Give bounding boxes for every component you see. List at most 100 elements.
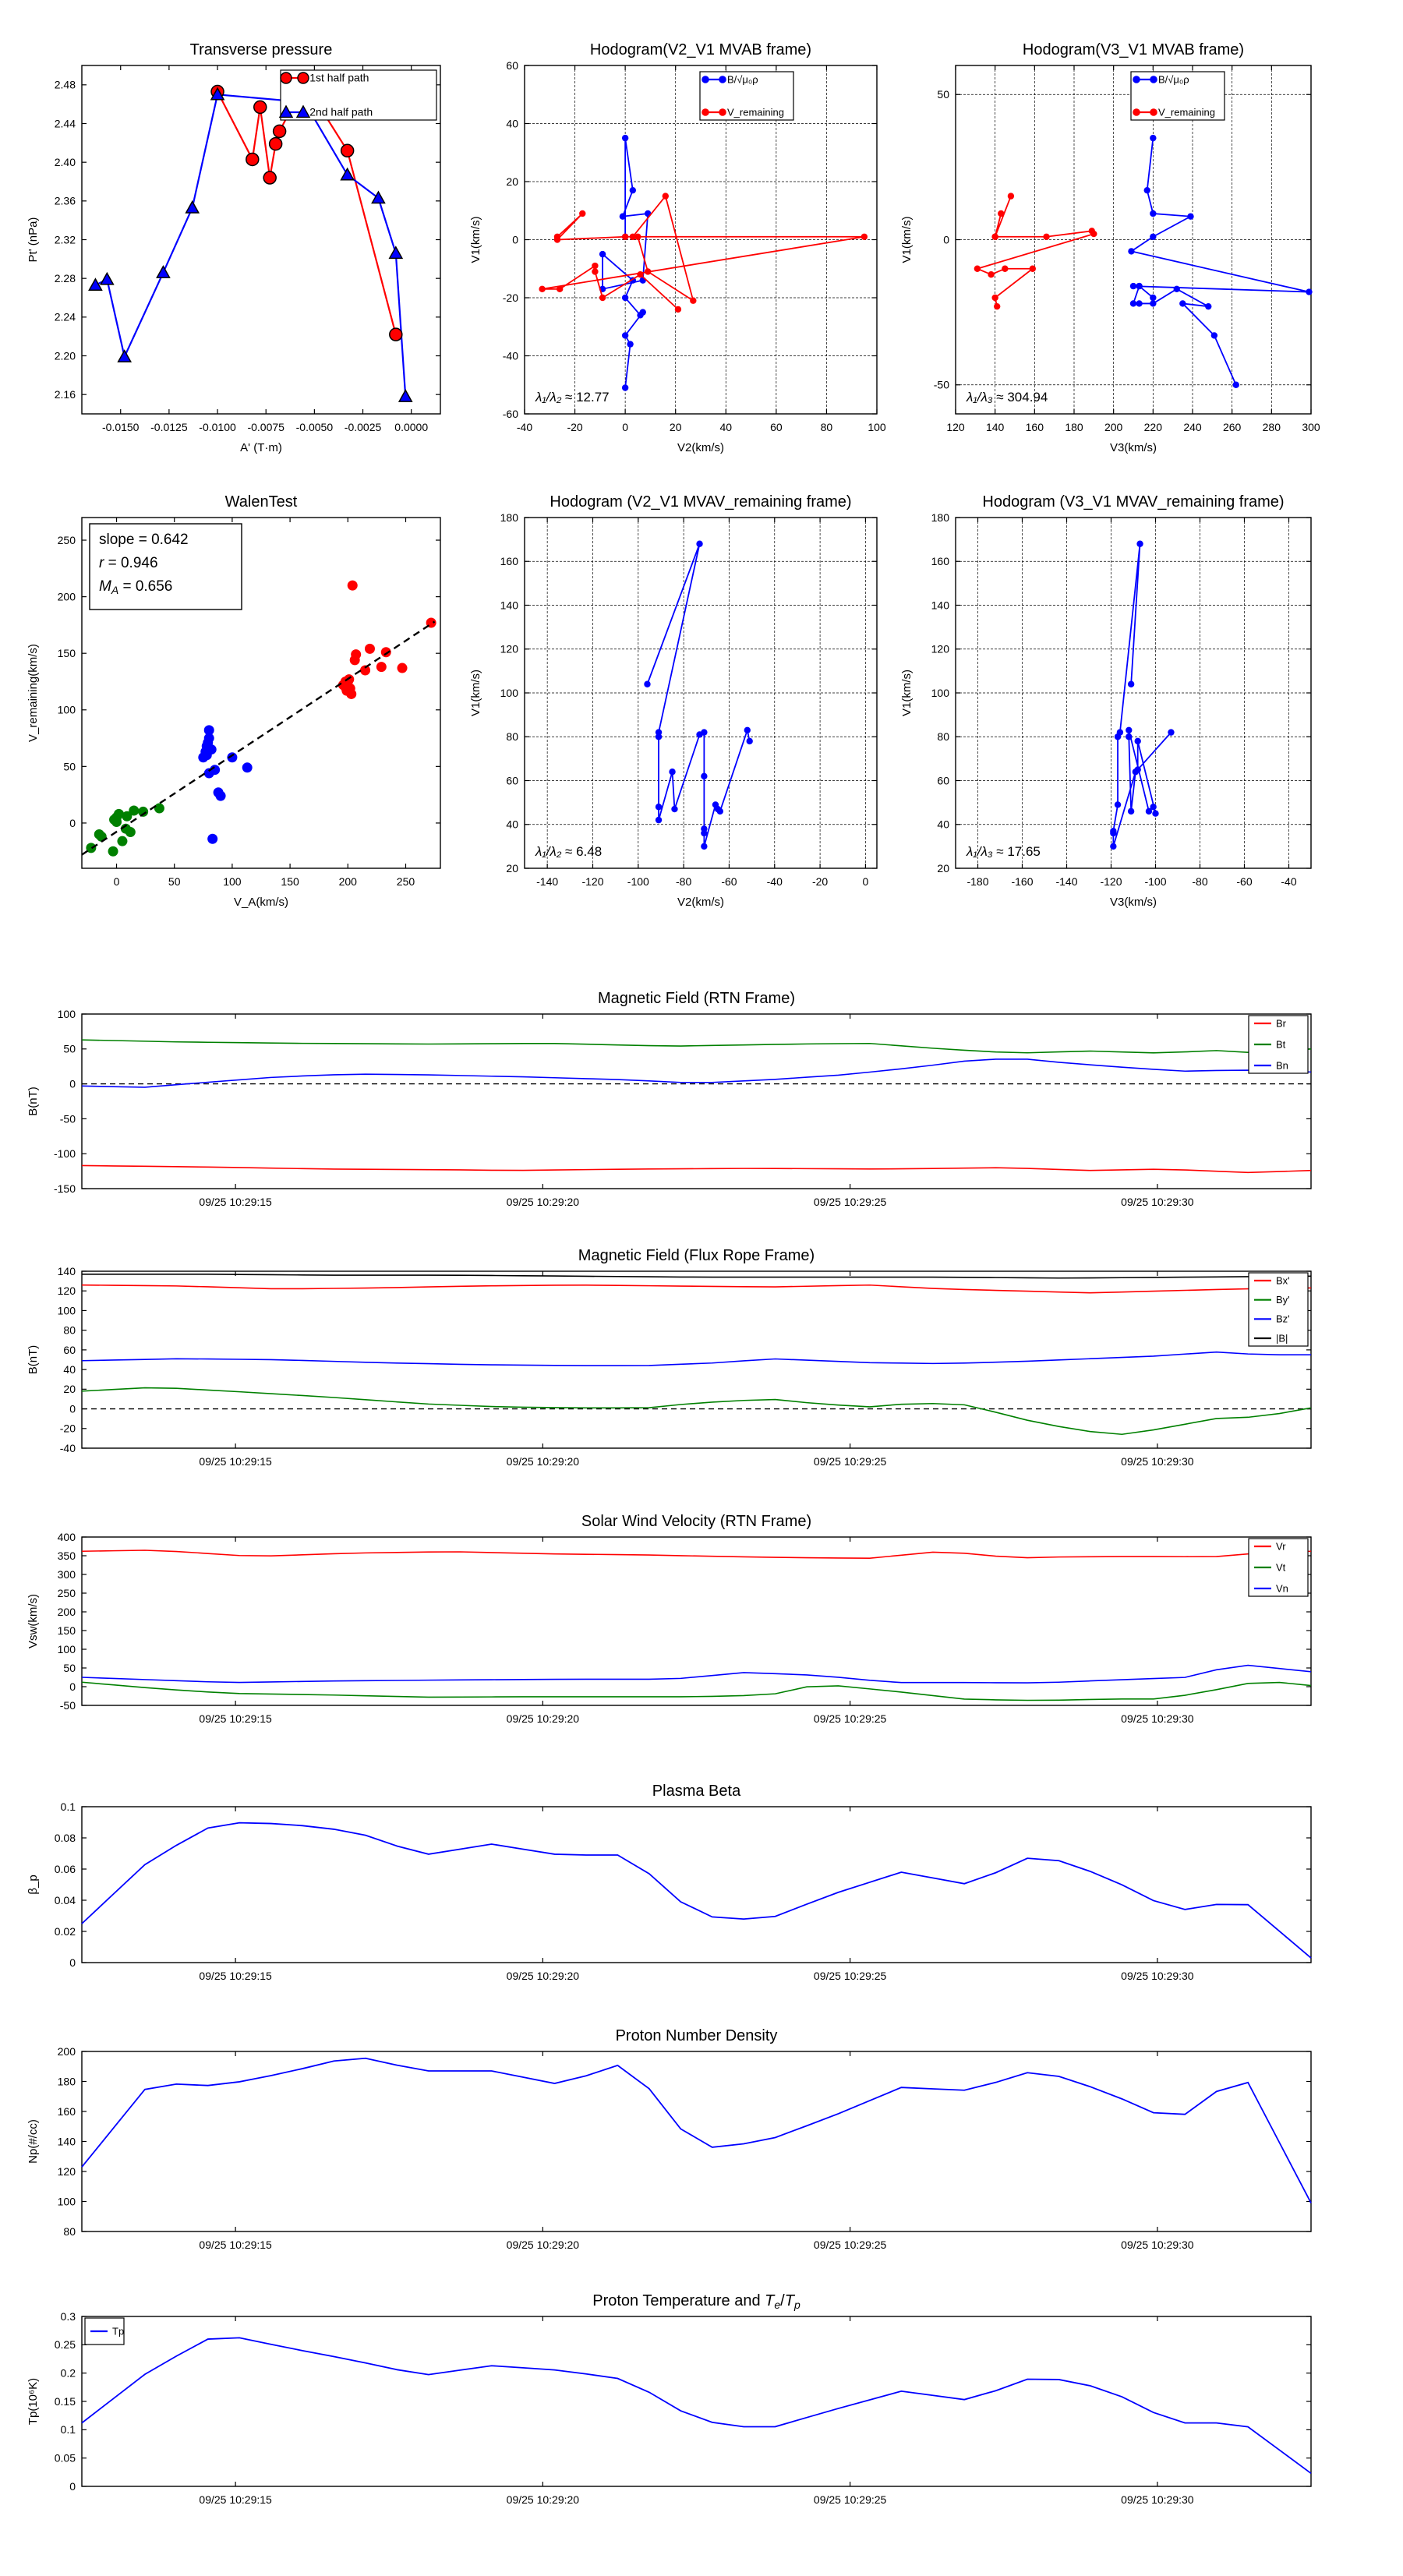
svg-text:-80: -80 xyxy=(1192,875,1207,888)
svg-text:0: 0 xyxy=(69,1956,76,1969)
svg-text:λ₁/λ₂ ≈ 12.77: λ₁/λ₂ ≈ 12.77 xyxy=(535,390,610,405)
svg-text:100: 100 xyxy=(500,687,519,699)
svg-text:50: 50 xyxy=(168,875,181,888)
svg-text:|B|: |B| xyxy=(1276,1332,1288,1344)
svg-text:Proton Temperature and Te/Tp: Proton Temperature and Te/Tp xyxy=(592,2292,800,2311)
svg-text:V1(km/s): V1(km/s) xyxy=(469,216,482,263)
svg-text:200: 200 xyxy=(339,875,358,888)
svg-text:240: 240 xyxy=(1183,421,1202,433)
svg-text:0.04: 0.04 xyxy=(55,1894,76,1906)
svg-text:60: 60 xyxy=(63,1344,76,1356)
svg-text:A' (T·m): A' (T·m) xyxy=(240,441,282,454)
svg-text:Magnetic Field (RTN Frame): Magnetic Field (RTN Frame) xyxy=(598,990,795,1007)
svg-text:2.28: 2.28 xyxy=(55,272,76,284)
svg-text:r = 0.946: r = 0.946 xyxy=(99,555,158,571)
svg-text:2.16: 2.16 xyxy=(55,388,76,401)
svg-text:09/25 10:29:15: 09/25 10:29:15 xyxy=(199,1970,272,1982)
svg-text:V_A(km/s): V_A(km/s) xyxy=(234,896,288,909)
svg-text:140: 140 xyxy=(500,599,519,611)
svg-text:09/25 10:29:15: 09/25 10:29:15 xyxy=(199,1712,272,1725)
svg-text:-80: -80 xyxy=(676,875,691,888)
svg-text:60: 60 xyxy=(506,774,518,786)
svg-text:λ₁/λ₂ ≈ 6.48: λ₁/λ₂ ≈ 6.48 xyxy=(535,844,602,859)
svg-text:-40: -40 xyxy=(517,421,532,433)
svg-text:0: 0 xyxy=(863,875,869,888)
svg-text:Vn: Vn xyxy=(1276,1582,1288,1594)
svg-text:-0.0100: -0.0100 xyxy=(199,421,236,433)
svg-text:WalenTest: WalenTest xyxy=(225,493,298,511)
svg-text:0: 0 xyxy=(622,421,628,433)
svg-text:09/25 10:29:30: 09/25 10:29:30 xyxy=(1121,1712,1194,1725)
svg-text:09/25 10:29:25: 09/25 10:29:25 xyxy=(814,1970,887,1982)
svg-text:280: 280 xyxy=(1263,421,1281,433)
svg-text:09/25 10:29:20: 09/25 10:29:20 xyxy=(507,1712,580,1725)
svg-text:180: 180 xyxy=(931,511,950,524)
svg-text:V1(km/s): V1(km/s) xyxy=(900,216,914,263)
svg-text:-140: -140 xyxy=(1055,875,1077,888)
svg-text:60: 60 xyxy=(506,59,518,72)
svg-text:180: 180 xyxy=(58,2075,76,2087)
svg-text:-180: -180 xyxy=(967,875,988,888)
svg-text:-120: -120 xyxy=(1100,875,1122,888)
svg-text:200: 200 xyxy=(1104,421,1123,433)
svg-text:100: 100 xyxy=(58,1304,76,1316)
svg-text:09/25 10:29:20: 09/25 10:29:20 xyxy=(507,2239,580,2251)
svg-text:2.40: 2.40 xyxy=(55,156,76,168)
svg-text:120: 120 xyxy=(946,421,965,433)
svg-text:50: 50 xyxy=(63,1662,76,1674)
svg-text:Bt: Bt xyxy=(1276,1038,1286,1050)
svg-text:0.08: 0.08 xyxy=(55,1832,76,1844)
svg-text:V2(km/s): V2(km/s) xyxy=(677,896,724,909)
svg-text:Vr: Vr xyxy=(1276,1540,1286,1552)
svg-text:20: 20 xyxy=(937,862,949,875)
svg-text:0: 0 xyxy=(69,2480,76,2493)
svg-text:Bn: Bn xyxy=(1276,1059,1288,1071)
svg-text:100: 100 xyxy=(58,1643,76,1655)
svg-text:Hodogram (V2_V1 MVAV_remaining: Hodogram (V2_V1 MVAV_remaining frame) xyxy=(550,493,851,511)
svg-text:0.1: 0.1 xyxy=(61,2423,76,2436)
svg-text:Transverse pressure: Transverse pressure xyxy=(190,41,333,58)
svg-text:2.44: 2.44 xyxy=(55,117,76,129)
svg-text:200: 200 xyxy=(58,591,76,603)
svg-text:-60: -60 xyxy=(1236,875,1252,888)
svg-text:1st half path: 1st half path xyxy=(309,72,369,84)
svg-text:-0.0025: -0.0025 xyxy=(345,421,382,433)
svg-text:0.1: 0.1 xyxy=(61,1800,76,1813)
svg-text:09/25 10:29:30: 09/25 10:29:30 xyxy=(1121,1970,1194,1982)
svg-text:09/25 10:29:30: 09/25 10:29:30 xyxy=(1121,1196,1194,1208)
svg-text:20: 20 xyxy=(63,1383,76,1395)
svg-text:140: 140 xyxy=(58,1265,76,1277)
svg-text:200: 200 xyxy=(58,1606,76,1618)
svg-text:80: 80 xyxy=(821,421,833,433)
svg-text:80: 80 xyxy=(63,2225,76,2238)
svg-text:200: 200 xyxy=(58,2045,76,2058)
svg-text:B(nT): B(nT) xyxy=(27,1345,40,1375)
svg-text:-140: -140 xyxy=(536,875,558,888)
svg-text:180: 180 xyxy=(1065,421,1083,433)
svg-text:140: 140 xyxy=(931,599,950,611)
svg-text:Proton Number Density: Proton Number Density xyxy=(616,2027,778,2044)
svg-text:40: 40 xyxy=(63,1363,76,1376)
svg-text:0.02: 0.02 xyxy=(55,1925,76,1938)
svg-text:40: 40 xyxy=(937,818,949,831)
svg-text:180: 180 xyxy=(500,511,519,524)
svg-text:80: 80 xyxy=(937,730,949,743)
svg-text:Tp: Tp xyxy=(112,2325,124,2337)
svg-text:150: 150 xyxy=(58,647,76,659)
svg-text:150: 150 xyxy=(58,1624,76,1637)
svg-text:-100: -100 xyxy=(1144,875,1166,888)
svg-text:09/25 10:29:15: 09/25 10:29:15 xyxy=(199,2239,272,2251)
svg-text:-20: -20 xyxy=(60,1422,76,1435)
svg-text:120: 120 xyxy=(58,1284,76,1297)
svg-text:Pt' (nPa): Pt' (nPa) xyxy=(27,217,40,263)
svg-text:-160: -160 xyxy=(1011,875,1033,888)
svg-text:2nd half path: 2nd half path xyxy=(309,106,373,118)
svg-text:20: 20 xyxy=(670,421,682,433)
svg-text:2.48: 2.48 xyxy=(55,79,76,91)
svg-text:-40: -40 xyxy=(767,875,783,888)
svg-text:Vsw(km/s): Vsw(km/s) xyxy=(27,1594,40,1648)
svg-text:09/25 10:29:25: 09/25 10:29:25 xyxy=(814,2493,887,2506)
svg-text:0.3: 0.3 xyxy=(61,2310,76,2323)
svg-text:140: 140 xyxy=(58,2135,76,2147)
svg-text:20: 20 xyxy=(506,175,518,188)
